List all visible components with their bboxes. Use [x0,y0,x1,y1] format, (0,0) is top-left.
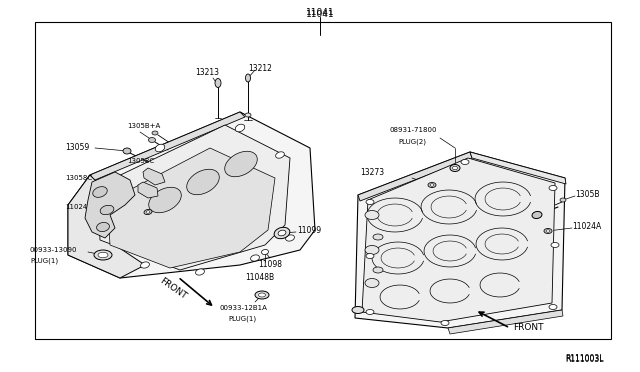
Text: 11048B: 11048B [245,273,274,282]
Ellipse shape [100,205,114,215]
Text: 11098: 11098 [258,260,282,269]
Ellipse shape [259,293,266,297]
Bar [35,22,611,339]
Ellipse shape [285,235,294,241]
Ellipse shape [144,209,152,215]
Ellipse shape [428,183,436,187]
Ellipse shape [366,253,374,259]
Text: 1305B+A: 1305B+A [127,123,160,129]
Ellipse shape [546,230,550,232]
Ellipse shape [141,262,149,268]
Ellipse shape [225,151,257,177]
Ellipse shape [123,148,131,154]
Text: 11041: 11041 [306,8,334,17]
Ellipse shape [549,305,557,310]
Ellipse shape [441,321,449,326]
Ellipse shape [365,246,379,254]
Ellipse shape [276,152,284,158]
Text: 11041: 11041 [306,10,334,19]
Ellipse shape [152,131,158,135]
Text: 13058C: 13058C [65,175,92,181]
Text: 00933-12B1A: 00933-12B1A [220,305,268,311]
Text: 13213: 13213 [195,68,219,77]
Ellipse shape [93,187,108,198]
Ellipse shape [366,199,374,205]
Ellipse shape [352,307,364,314]
Polygon shape [362,158,555,322]
Polygon shape [68,112,315,278]
Ellipse shape [532,211,542,219]
Ellipse shape [262,250,268,254]
Text: FRONT: FRONT [158,276,188,301]
Polygon shape [470,152,566,184]
Ellipse shape [196,269,204,275]
Ellipse shape [97,222,109,232]
Ellipse shape [452,166,458,170]
Ellipse shape [373,267,383,273]
Ellipse shape [94,250,112,260]
Ellipse shape [98,252,108,258]
Text: 13212: 13212 [248,64,272,73]
Polygon shape [98,125,290,270]
Ellipse shape [274,227,290,239]
Ellipse shape [246,74,250,82]
Text: 1305B: 1305B [575,190,600,199]
Polygon shape [448,310,563,334]
Ellipse shape [215,78,221,87]
Text: 13273: 13273 [360,168,384,177]
Ellipse shape [156,144,164,152]
Ellipse shape [278,230,286,236]
Ellipse shape [255,291,269,299]
Ellipse shape [461,160,469,164]
Ellipse shape [251,255,259,261]
Ellipse shape [366,310,374,314]
Text: R111003L: R111003L [565,354,604,363]
Polygon shape [68,175,145,278]
Text: R111003L: R111003L [565,355,604,364]
Ellipse shape [148,187,181,213]
Text: PLUG(1): PLUG(1) [228,316,256,323]
Ellipse shape [430,184,434,186]
Ellipse shape [365,211,379,219]
Text: 11099: 11099 [297,226,321,235]
Polygon shape [108,148,275,268]
Polygon shape [90,112,245,180]
Ellipse shape [236,124,244,132]
Polygon shape [143,168,165,185]
Text: 11024A: 11024A [65,204,92,210]
Ellipse shape [245,113,251,117]
Ellipse shape [544,228,552,234]
Text: 00933-13090: 00933-13090 [30,247,77,253]
Text: 08931-71800: 08931-71800 [390,127,438,133]
Ellipse shape [146,211,150,213]
Text: 13059: 13059 [65,143,89,152]
Polygon shape [138,182,158,198]
Ellipse shape [560,198,566,202]
Text: PLUG(2): PLUG(2) [398,138,426,144]
Ellipse shape [187,169,220,195]
Ellipse shape [549,186,557,190]
Ellipse shape [373,234,383,240]
Ellipse shape [365,279,379,288]
Ellipse shape [551,243,559,247]
Ellipse shape [148,138,156,142]
Text: PLUG(1): PLUG(1) [30,258,58,264]
Text: 13058C: 13058C [127,158,154,164]
Polygon shape [358,152,472,201]
Ellipse shape [450,164,460,171]
Polygon shape [355,152,565,328]
Text: 11024A: 11024A [572,222,601,231]
Polygon shape [85,172,135,238]
Text: FRONT: FRONT [513,323,543,332]
